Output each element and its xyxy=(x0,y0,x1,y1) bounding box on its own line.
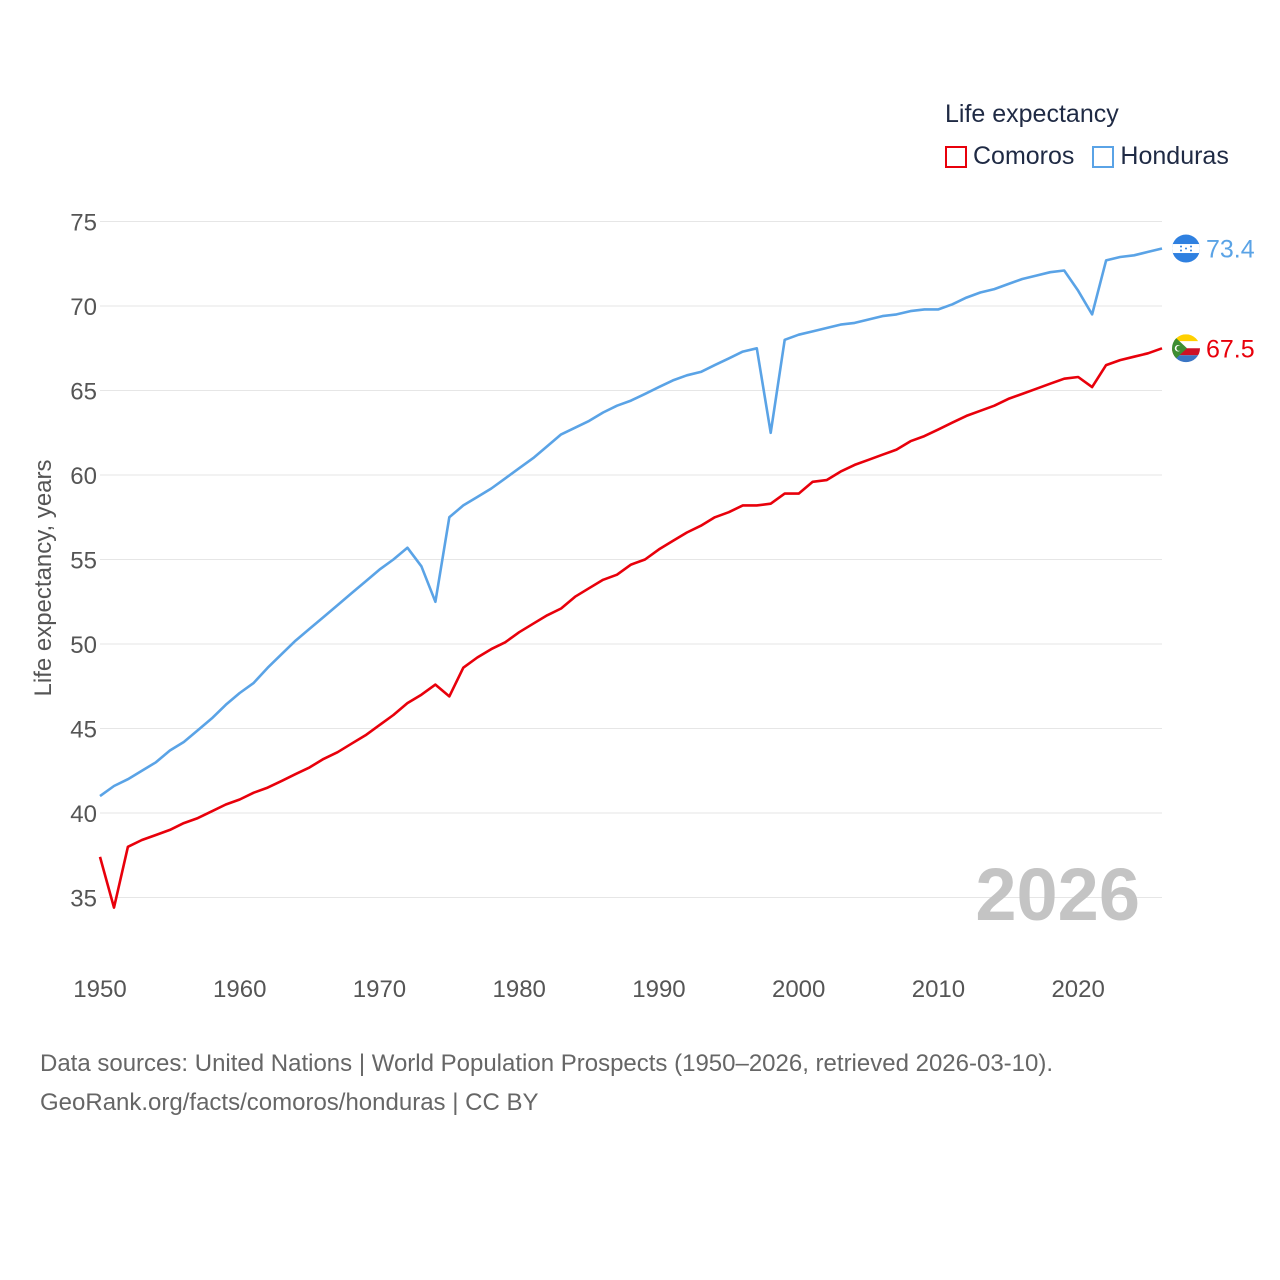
grid xyxy=(100,221,1162,898)
flag-icon-comoros xyxy=(1172,334,1200,363)
y-axis: 35 40 45 50 55 60 65 70 75 xyxy=(70,210,97,913)
series-line-comoros xyxy=(98,347,1163,909)
x-tick-label-2000: 2000 xyxy=(772,976,825,1003)
y-tick-label-50: 50 xyxy=(70,632,97,659)
footer-link[interactable]: GeoRank.org/facts/comoros/honduras | CC … xyxy=(40,1089,539,1116)
y-tick-label-45: 45 xyxy=(70,717,97,744)
legend: Comoros Honduras xyxy=(945,142,1247,171)
x-tick-label-2010: 2010 xyxy=(912,976,965,1003)
y-tick-label-60: 60 xyxy=(70,463,97,490)
legend-swatch-comoros xyxy=(945,145,967,168)
legend-label-comoros: Comoros xyxy=(973,142,1075,170)
legend-title: Life expectancy xyxy=(945,100,1119,128)
x-tick-label-1980: 1980 xyxy=(493,976,546,1003)
legend-swatch-honduras xyxy=(1092,145,1115,168)
end-value-label-honduras: 73.4 xyxy=(1206,236,1255,264)
y-tick-label-55: 55 xyxy=(70,548,97,575)
series-lines xyxy=(98,247,1163,909)
y-tick-label-70: 70 xyxy=(70,294,97,321)
x-tick-label-2020: 2020 xyxy=(1051,976,1104,1003)
x-tick-label-1970: 1970 xyxy=(353,976,406,1003)
y-axis-label: Life expectancy, years xyxy=(30,459,57,696)
end-markers: 67.5 73.4 xyxy=(1172,234,1255,363)
x-tick-label-1960: 1960 xyxy=(213,976,266,1003)
year-watermark: 2026 xyxy=(975,853,1140,936)
legend-item-honduras[interactable]: Honduras xyxy=(1092,142,1229,171)
y-tick-label-65: 65 xyxy=(70,379,97,406)
end-value-label-comoros: 67.5 xyxy=(1206,335,1255,363)
legend-item-comoros[interactable]: Comoros xyxy=(945,142,1074,171)
x-tick-label-1990: 1990 xyxy=(632,976,685,1003)
footer: Data sources: United Nations | World Pop… xyxy=(40,1044,1053,1122)
legend-label-honduras: Honduras xyxy=(1120,142,1229,170)
y-tick-label-40: 40 xyxy=(70,801,97,828)
y-tick-label-75: 75 xyxy=(70,210,97,237)
series-line-honduras xyxy=(99,247,1163,798)
flag-icon-honduras xyxy=(1172,234,1200,263)
x-axis: 1950 1960 1970 1980 1990 2000 2010 2020 xyxy=(73,976,1105,1003)
footer-source: Data sources: United Nations | World Pop… xyxy=(40,1050,1054,1077)
y-tick-label-35: 35 xyxy=(70,886,97,913)
x-tick-label-1950: 1950 xyxy=(73,976,126,1003)
